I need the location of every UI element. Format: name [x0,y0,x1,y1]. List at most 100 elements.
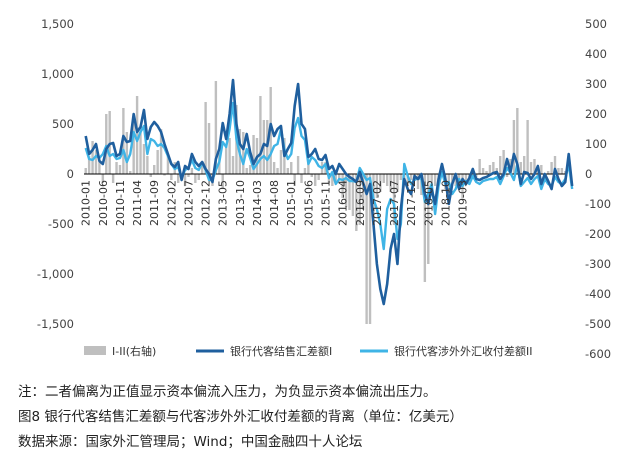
x-axis-ticks: 2010-01 2010-06 2010-11 2011-04 2011-09 2012-… [80,180,470,226]
bar [87,156,91,174]
bar [149,174,152,177]
x-tick-label: 2011-04 [131,180,144,226]
x-tick-label: 2010-06 [97,180,110,226]
bar [183,174,187,186]
bar [392,174,396,225]
right-tick-label: -200 [585,227,611,241]
bar [526,120,529,174]
x-tick-label: 2018-10 [439,180,452,226]
bar [516,108,519,174]
bar [375,174,379,198]
bar [464,174,468,183]
x-tick-label: 2010-11 [114,180,127,226]
bar [368,174,372,324]
x-tick-label: 2018-05 [422,180,435,226]
right-tick-label: 100 [585,137,607,151]
bar [351,174,355,216]
bar [139,132,142,174]
bar [194,174,197,183]
bar [118,165,122,174]
bar [163,174,166,176]
bar [382,174,385,183]
x-tick-label: 2012-02 [165,180,178,226]
x-tick-label: 2012-12 [200,180,213,226]
left-tick-label: 1,000 [41,67,74,81]
bar [505,174,509,177]
bar [314,174,317,186]
bar [409,174,413,180]
bar [355,174,358,231]
bar [416,174,420,189]
x-tick-label: 2017-07 [388,180,401,226]
bar [389,174,392,192]
bar [553,156,557,174]
bar [540,165,543,174]
bar [214,81,218,174]
x-tick-label: 2015-06 [302,180,315,226]
bar [557,168,560,174]
bar [310,174,313,177]
bar [84,168,87,174]
right-axis-ticks: 500 400 300 200 100 0 -100 -200 -300 -400 -500 -600 [585,17,611,361]
bar [94,150,98,174]
bar [481,168,485,174]
left-tick-label: -500 [48,217,74,231]
bar [111,174,115,183]
bar [512,120,516,174]
bar [485,171,488,174]
legend-swatch-bar [84,346,106,355]
bar [399,174,403,180]
bar [290,162,293,174]
left-tick-label: -1,500 [37,317,74,331]
right-tick-label: -500 [585,317,611,331]
bar [454,174,457,186]
bar [125,132,129,174]
x-tick-label: 2015-01 [285,180,298,226]
x-tick-label: 2019-03 [457,180,470,226]
bar [529,162,533,174]
bar [146,156,149,174]
bar [396,174,399,192]
right-tick-label: 200 [585,107,607,121]
chart-area: 1,500 1,000 500 0 -500 -1,000 -1,500 500 400 300… [37,17,611,361]
bar [272,162,276,174]
right-tick-label: 400 [585,47,607,61]
right-tick-label: -400 [585,287,611,301]
x-tick-label: 2017-02 [371,180,384,226]
figure-title: 图8 银行代客结售汇差额与代客涉外外汇收付差额的背离（单位：亿美元） [18,409,463,425]
bar [385,174,389,186]
bar [334,174,337,183]
bar [142,144,146,174]
left-tick-label: 0 [67,167,74,181]
bar [108,111,111,174]
bar [170,174,173,180]
left-axis-ticks: 1,500 1,000 500 0 -500 -1,000 -1,500 [37,17,74,331]
bar [430,174,433,183]
bar [533,159,536,174]
bar [499,156,502,174]
bar [156,150,159,174]
bar [207,123,211,174]
x-tick-label: 2016-04 [337,180,350,226]
bar [519,162,522,174]
bar [200,165,204,174]
x-tick-label: 2013-05 [217,180,230,226]
bar [221,174,224,189]
bar [300,174,303,183]
bar [550,162,553,174]
bar [135,96,139,174]
series-line-settlement [84,78,574,306]
bar [406,174,409,186]
bar [197,174,200,180]
bar [187,174,190,177]
bar [231,156,235,174]
bar [433,174,437,186]
bar [105,114,108,174]
bar [492,162,495,174]
legend-label-line-2: 银行代客涉外外汇收付差额II [394,344,533,358]
bar [115,162,118,174]
bar [358,174,361,225]
bar [303,168,307,174]
bar [228,138,231,174]
bar [457,174,461,180]
